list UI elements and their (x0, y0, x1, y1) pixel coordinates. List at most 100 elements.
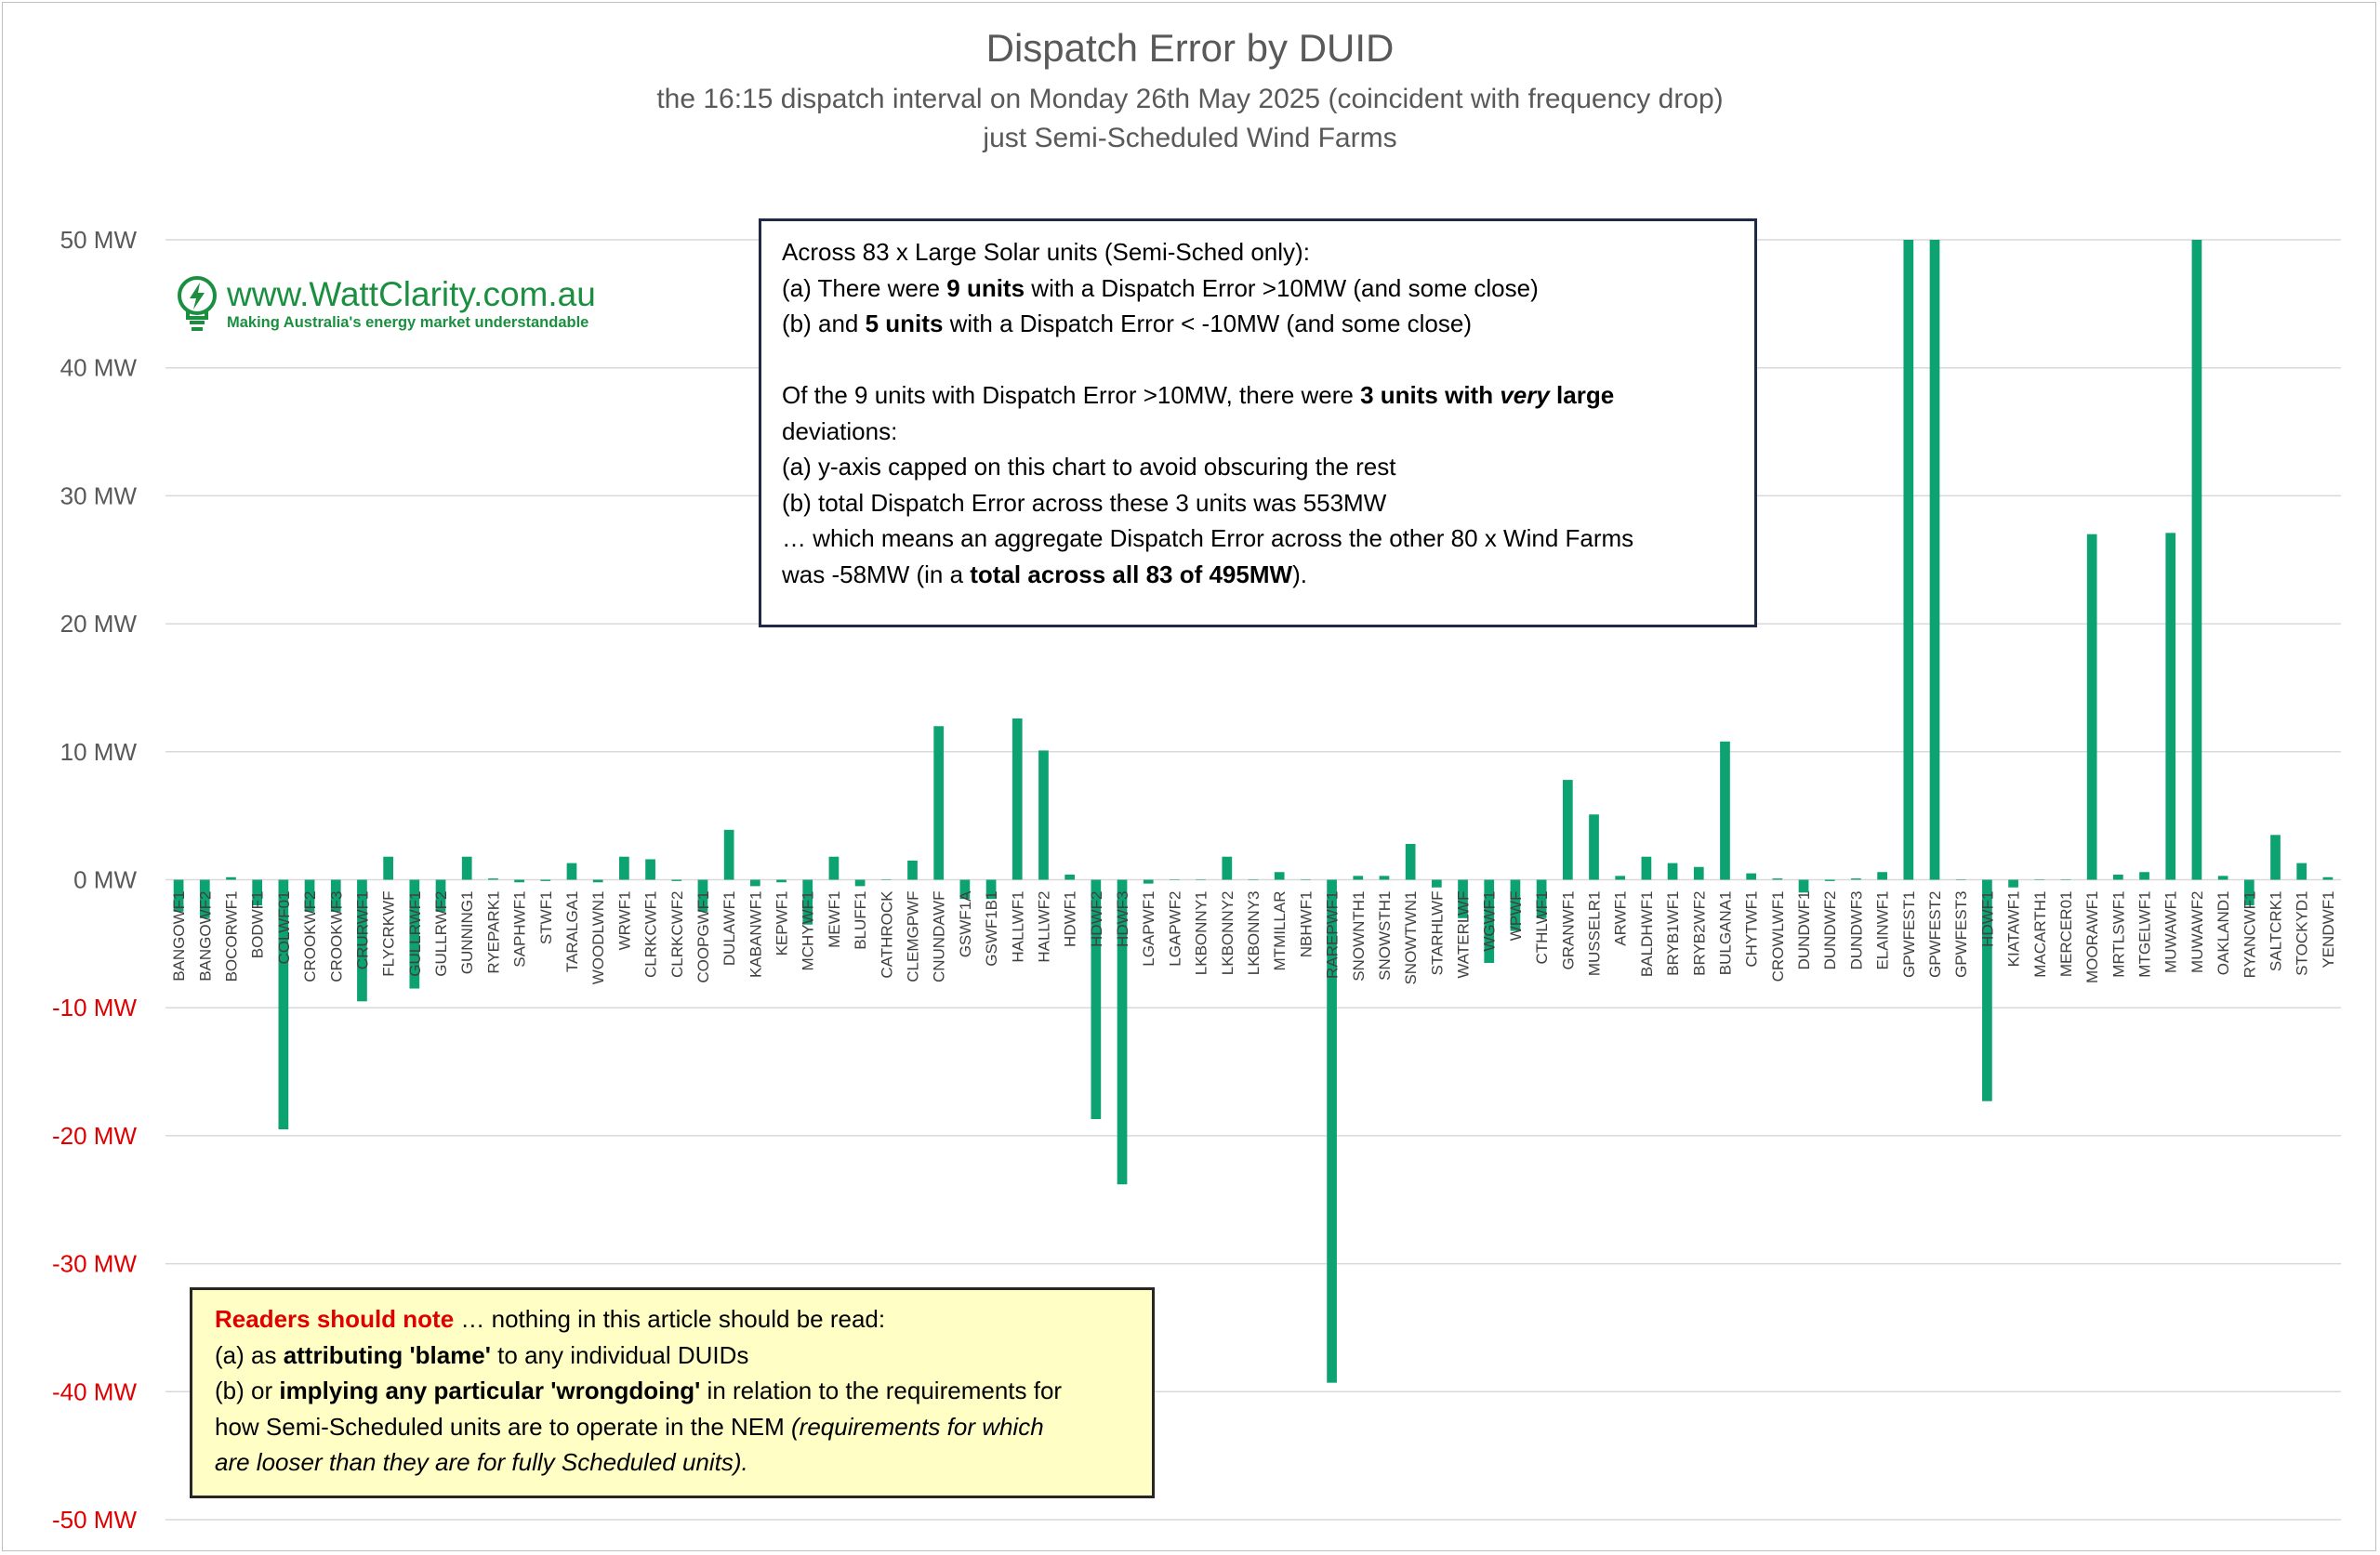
x-category-label: SNOWTWN1 (1402, 891, 1420, 985)
lightbulb-bolt-icon (178, 276, 217, 331)
x-category-label: HDWF3 (1114, 891, 1131, 947)
chart-title: Dispatch Error by DUID (985, 26, 1395, 70)
bar-elainwf1 (1877, 872, 1887, 880)
bar-clrkcwf2 (671, 879, 682, 881)
bar-taralga1 (566, 863, 577, 880)
x-category-label: MUWAWF2 (2188, 891, 2206, 973)
x-category-label: YENDWF1 (2320, 891, 2337, 969)
bar-hallwf2 (1038, 750, 1049, 880)
x-category-label: GRANWF1 (1559, 891, 1577, 970)
summary-line-1: Across 83 x Large Solar units (Semi-Sche… (782, 238, 1310, 266)
x-category-label: CRURWF1 (353, 891, 371, 970)
x-category-label: COLWF01 (275, 891, 293, 965)
bar-mewf1 (828, 856, 840, 880)
bar-hdwf1 (1064, 874, 1076, 880)
bar-dundwf2 (1824, 879, 1835, 881)
bar-chytwf1 (1746, 873, 1757, 880)
x-category-label: HDWF1 (1978, 891, 1996, 947)
y-tick-label: 20 MW (60, 610, 138, 638)
bar-bangowf2 (199, 879, 210, 918)
bar-wpwf (1510, 879, 1521, 931)
summary-annotation-box: Across 83 x Large Solar units (Semi-Sche… (759, 218, 1757, 627)
x-category-label: BANGOWF2 (196, 891, 214, 982)
x-category-label: RYANCWF1 (2241, 891, 2258, 979)
x-category-label: CATHROCK (878, 890, 895, 979)
bar-snowtwn1 (1405, 843, 1416, 880)
bar-gswf1a (959, 879, 971, 900)
x-category-label: CNUNDAWF (931, 891, 948, 983)
bar-woodlwn1 (592, 879, 603, 883)
x-category-label: HALLWF1 (1009, 891, 1026, 963)
bar-snownth1 (1353, 876, 1364, 880)
bar-oakland1 (2217, 876, 2228, 880)
x-category-label: RYEPARK1 (484, 891, 502, 974)
x-category-label: DULAWF1 (721, 891, 738, 967)
x-category-label: CROOKWF2 (301, 891, 319, 982)
notice-line-5: are looser than they are for fully Sched… (215, 1448, 748, 1476)
bar-crowlwf1 (1772, 878, 1783, 880)
x-category-label: NBHWF1 (1297, 891, 1315, 958)
bar-lkbonny1 (1196, 879, 1206, 880)
x-category-label: BLUFF1 (852, 891, 869, 950)
bar-ryepark1 (488, 878, 498, 880)
bar-lgapwf2 (1170, 879, 1180, 880)
readers-note-box: Readers should note … nothing in this ar… (190, 1287, 1155, 1498)
x-category-label: WATERLWF (1455, 891, 1473, 979)
bar-bocorwf1 (226, 876, 236, 880)
bar-crookwf2 (304, 879, 315, 912)
x-category-label: KIATAWF1 (2005, 891, 2023, 968)
x-category-label: LKBONNY2 (1219, 891, 1236, 976)
notice-line-3: (b) or implying any particular 'wrongdoi… (215, 1377, 1063, 1404)
x-category-label: OAKLAND1 (2215, 891, 2232, 976)
bar-wrwf1 (619, 856, 629, 880)
x-category-label: ARWF1 (1612, 891, 1630, 946)
bar-lkbonny2 (1222, 856, 1233, 880)
bar-muwawf2 (2191, 240, 2202, 880)
bar-bluff1 (854, 879, 866, 887)
x-category-label: LGAPWF2 (1166, 891, 1183, 967)
x-category-label: HALLWF2 (1035, 891, 1052, 963)
x-category-label: MOORAWF1 (2083, 891, 2101, 983)
y-tick-label: -40 MW (52, 1377, 137, 1405)
bar-crurwf1 (357, 879, 367, 1002)
summary-line-9: was -58MW (in a total across all 83 of 4… (782, 560, 1307, 588)
y-tick-label: 30 MW (60, 481, 138, 509)
bar-lgapwf1 (1143, 879, 1154, 884)
bar-lkbonny3 (1248, 879, 1259, 880)
bar-baldhwf1 (1641, 856, 1652, 880)
x-category-label: MERCER01 (2057, 891, 2075, 978)
x-category-label: MTGELWF1 (2136, 891, 2154, 978)
x-category-label: SNOWNTH1 (1350, 891, 1368, 982)
y-tick-label: -10 MW (52, 994, 137, 1021)
x-category-label: CROWLWF1 (1769, 891, 1787, 982)
bar-granwf1 (1562, 780, 1573, 880)
x-category-label: HDWF1 (1062, 891, 1079, 947)
bar-macarth1 (2034, 879, 2045, 880)
bar-yendwf1 (2322, 876, 2334, 880)
bar-hdwf1 (1982, 879, 1992, 1101)
x-category-label: BALDHWF1 (1638, 891, 1656, 978)
y-tick-label: 50 MW (60, 226, 138, 254)
y-tick-label: 10 MW (60, 738, 138, 766)
x-category-label: TARALGA1 (563, 891, 581, 973)
x-category-label: GPWFEST3 (1952, 891, 1970, 979)
x-category-label: DUNDWF1 (1795, 891, 1813, 970)
bar-clrkcwf1 (645, 859, 655, 880)
bar-hdwf3 (1117, 879, 1128, 1185)
chart-subtitle-line-1: the 16:15 dispatch interval on Monday 26… (656, 84, 1724, 114)
bar-flycrkwf (383, 856, 393, 880)
x-category-label: SAPHWF1 (511, 891, 529, 968)
bar-bulgana1 (1720, 741, 1730, 880)
x-category-label: BRYB1WF1 (1664, 891, 1682, 976)
bar-moorawf1 (2086, 534, 2097, 880)
x-category-label: WGWF1 (1481, 891, 1499, 952)
bar-colwf01 (278, 879, 289, 1130)
bar-waterlwf (1458, 879, 1468, 918)
wattclarity-logo: www.WattClarity.com.au Making Australia'… (175, 275, 621, 336)
bar-mtgelwf1 (2139, 872, 2149, 880)
summary-line-8: … which means an aggregate Dispatch Erro… (782, 524, 1634, 552)
bar-gullrwf2 (435, 879, 446, 912)
y-tick-label: -30 MW (52, 1250, 137, 1278)
x-category-label: SNOWSTH1 (1376, 891, 1394, 981)
